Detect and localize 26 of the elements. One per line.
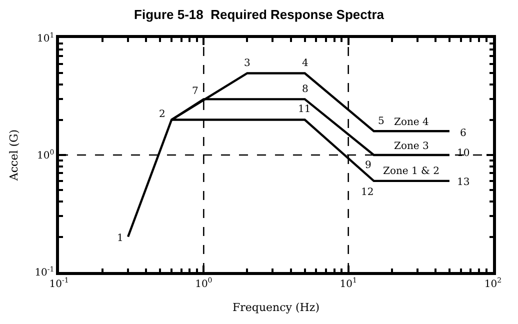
y-tick-label: 10$^{0}$ xyxy=(37,148,54,162)
annotation: 13 xyxy=(457,177,470,188)
x-tick-label: 10$^{0}$ xyxy=(195,276,212,290)
y-axis-title: Accel (G) xyxy=(7,129,20,182)
y-tick-label: 10$^{1}$ xyxy=(37,31,54,44)
annotation: 7 xyxy=(192,86,198,97)
annotation: 10 xyxy=(457,148,470,159)
series-label: Zone 4 xyxy=(394,117,429,128)
annotation: 4 xyxy=(302,58,308,69)
chart-title: Figure 5-18 Required Response Spectra xyxy=(134,6,385,22)
annotation: 11 xyxy=(298,104,311,115)
annotation: 2 xyxy=(159,109,166,120)
series-label: Zone 3 xyxy=(394,141,429,152)
x-axis-title: Frequency (Hz) xyxy=(232,300,320,314)
annotation: 6 xyxy=(460,128,466,139)
series-label: Zone 1 & 2 xyxy=(383,166,440,177)
x-tick-label: 10$^{2}$ xyxy=(484,276,502,290)
annotation: 8 xyxy=(302,84,308,95)
annotation: 9 xyxy=(365,160,372,171)
y-tick-label: 10$^{-1}$ xyxy=(34,265,54,278)
x-tick-label: 10$^{1}$ xyxy=(340,276,357,290)
annotation: 1 xyxy=(117,233,124,244)
annotation: 5 xyxy=(378,116,384,127)
annotation: 3 xyxy=(244,58,250,69)
annotation: 12 xyxy=(361,187,374,198)
x-tick-label: 10$^{-1}$ xyxy=(49,276,69,290)
